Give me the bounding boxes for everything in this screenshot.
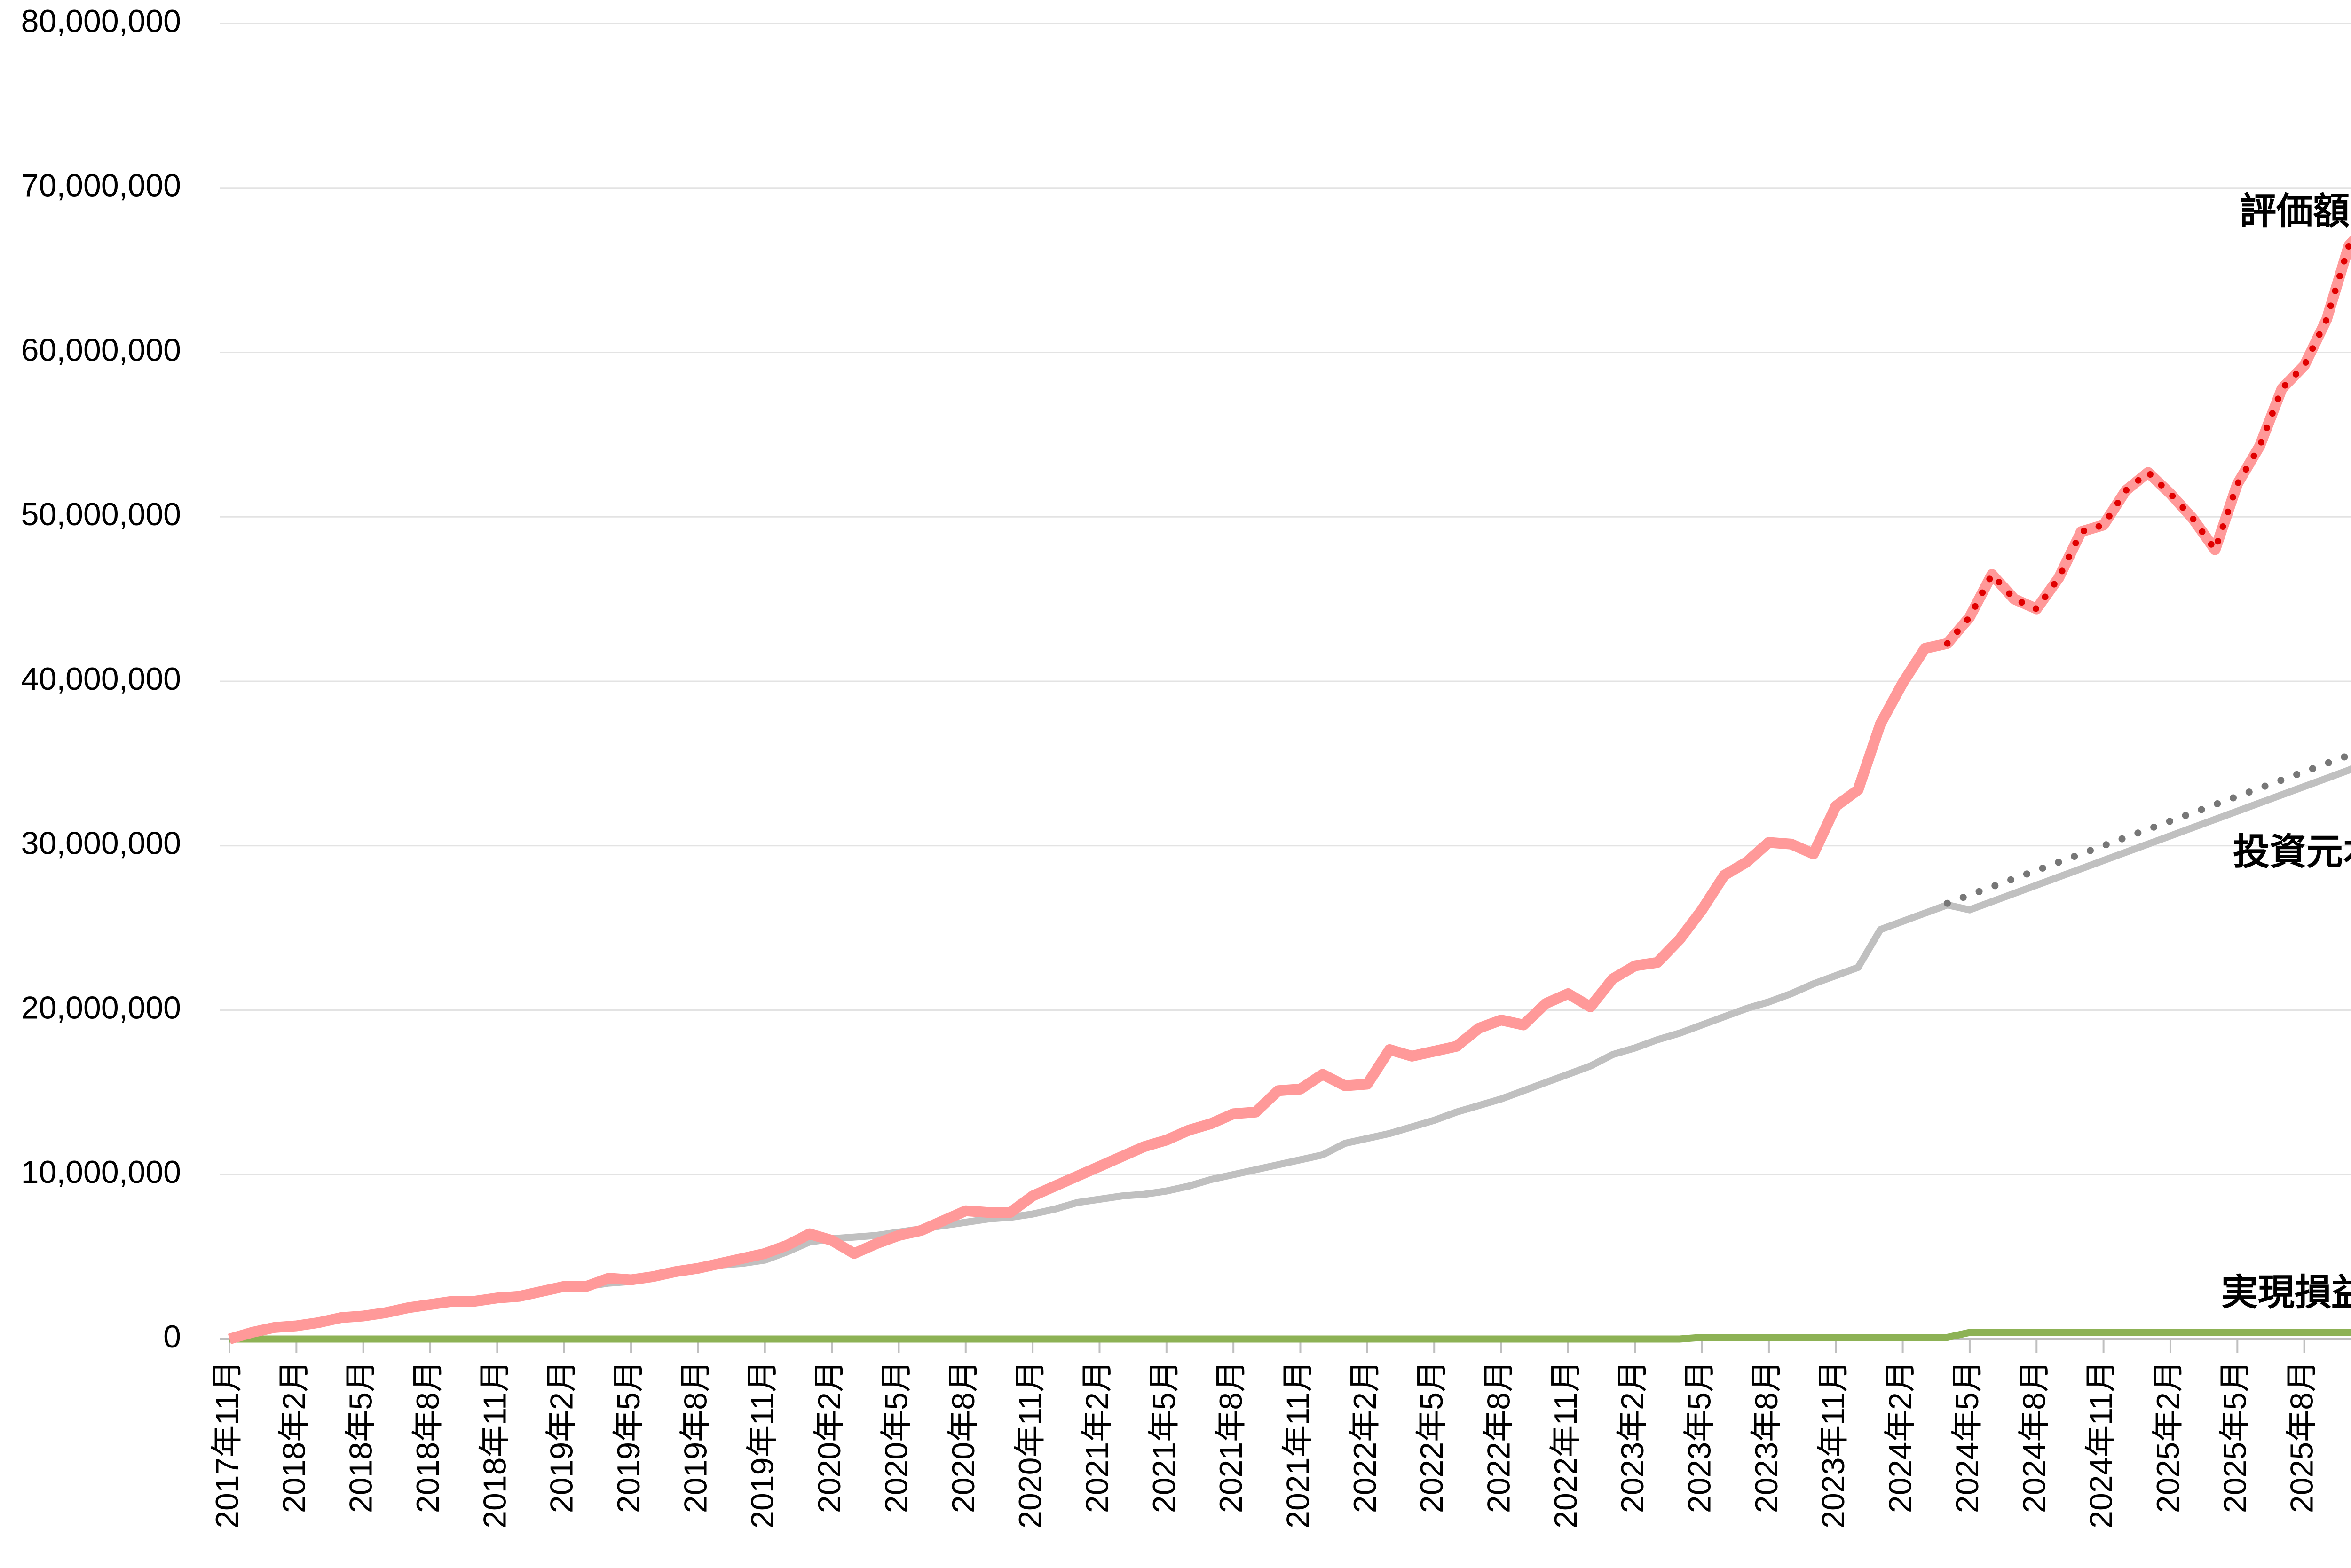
- x-tick-label: 2021年2月: [1079, 1360, 1115, 1513]
- x-tick-label: 2023年8月: [1749, 1360, 1784, 1513]
- x-tick-label: 2021年11月: [1280, 1360, 1316, 1529]
- x-tick-label: 2023年11月: [1815, 1360, 1851, 1529]
- x-tick-label: 2018年5月: [343, 1360, 379, 1513]
- x-tick-label: 2017年11月: [209, 1360, 245, 1529]
- series-line: [229, 760, 2351, 1339]
- x-tick-label: 2023年5月: [1682, 1360, 1718, 1513]
- x-tick-label: 2020年8月: [946, 1360, 981, 1513]
- y-tick-label: 50,000,000: [21, 496, 181, 532]
- x-tick-label: 2019年5月: [611, 1360, 647, 1513]
- projection-line: [1948, 747, 2351, 903]
- x-tick-label: 2021年8月: [1213, 1360, 1249, 1513]
- y-tick-label: 70,000,000: [21, 168, 181, 204]
- x-tick-label: 2024年8月: [2016, 1360, 2052, 1513]
- dotted-overlay: [1948, 221, 2351, 644]
- x-tick-label: 2022年11月: [1548, 1360, 1584, 1529]
- x-tick-label: 2021年5月: [1146, 1360, 1182, 1513]
- series-label: 投資元本: [2233, 831, 2351, 873]
- x-tick-label: 2022年5月: [1414, 1360, 1450, 1513]
- x-tick-label: 2024年5月: [1949, 1360, 1985, 1513]
- x-tick-label: 2019年11月: [745, 1360, 781, 1529]
- series-line: [229, 221, 2351, 1339]
- x-tick-label: 2025年2月: [2150, 1360, 2186, 1513]
- x-tick-label: 2024年2月: [1883, 1360, 1918, 1513]
- x-tick-label: 2025年5月: [2217, 1360, 2253, 1513]
- x-tick-label: 2018年2月: [276, 1360, 312, 1513]
- y-tick-label: 80,000,000: [21, 3, 181, 39]
- x-tick-label: 2020年5月: [878, 1360, 914, 1513]
- y-tick-label: 0: [163, 1319, 181, 1355]
- y-tick-label: 40,000,000: [21, 661, 181, 697]
- x-tick-label: 2020年11月: [1012, 1360, 1048, 1529]
- series-label: 実現損益: [2221, 1272, 2351, 1313]
- x-tick-label: 2019年8月: [678, 1360, 713, 1513]
- y-tick-label: 20,000,000: [21, 990, 181, 1025]
- x-tick-label: 2018年11月: [477, 1360, 513, 1529]
- y-tick-label: 10,000,000: [21, 1154, 181, 1190]
- x-tick-label: 2022年8月: [1481, 1360, 1517, 1513]
- x-tick-label: 2025年8月: [2284, 1360, 2320, 1513]
- x-tick-label: 2018年8月: [410, 1360, 446, 1513]
- x-tick-label: 2022年2月: [1347, 1360, 1383, 1513]
- x-tick-label: 2024年11月: [2083, 1360, 2119, 1529]
- x-tick-label: 2020年2月: [812, 1360, 847, 1513]
- x-tick-label: 2023年2月: [1615, 1360, 1650, 1513]
- x-tick-label: 2019年2月: [544, 1360, 580, 1513]
- y-tick-label: 60,000,000: [21, 332, 181, 368]
- series-label: 評価額: [2240, 190, 2350, 232]
- y-tick-label: 30,000,000: [21, 826, 181, 861]
